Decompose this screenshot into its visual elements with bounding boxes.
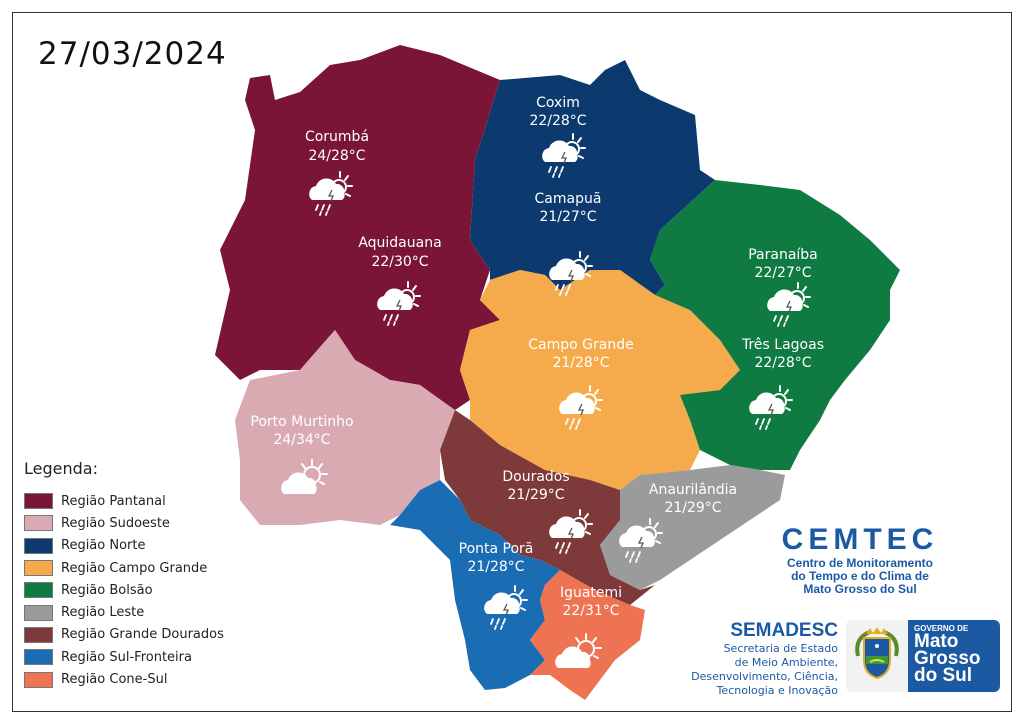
legend-swatch: [24, 560, 53, 577]
legend-label: Região Pantanal: [61, 493, 166, 509]
city-temp: 22/30°C: [371, 254, 428, 270]
city-temp: 24/28°C: [308, 148, 365, 164]
legend-swatch: [24, 582, 53, 599]
city-paranaiba: Paranaíba 22/27°C: [748, 247, 818, 327]
government-logo: GOVERNO DE Mato Grosso do Sul: [846, 620, 1000, 692]
city-name: Aquidauana: [358, 235, 441, 251]
cemtec-line: Mato Grosso do Sul: [803, 582, 917, 596]
legend-item-bolsao: Região Bolsão: [24, 579, 224, 601]
city-temp: 22/31°C: [562, 603, 619, 619]
city-porto-murtinho: Porto Murtinho 24/34°C: [250, 414, 354, 495]
region-sudoeste[interactable]: [235, 330, 455, 525]
city-name: Paranaíba: [748, 247, 818, 263]
region-campo-grande[interactable]: [460, 270, 740, 490]
legend-label: Região Leste: [61, 605, 145, 621]
legend-swatch: [24, 649, 53, 666]
city-name: Campo Grande: [528, 337, 633, 353]
city-ponta-pora: Ponta Porã 21/28°C: [459, 541, 534, 630]
city-temp: 22/28°C: [754, 355, 811, 371]
legend-item-sul-fronteira: Região Sul-Fronteira: [24, 646, 224, 668]
cemtec-line: do Tempo e do Clima de: [791, 569, 929, 583]
legend-item-pantanal: Região Pantanal: [24, 490, 224, 512]
city-name: Camapuã: [535, 191, 602, 207]
semadesc-line: Desenvolvimento, Ciência,: [691, 670, 838, 683]
semadesc-title: SEMADESC: [730, 620, 838, 641]
legend-item-grande-dourados: Região Grande Dourados: [24, 624, 224, 646]
city-campo-grande: Campo Grande 21/28°C: [528, 337, 634, 430]
region-bolsao[interactable]: [650, 180, 900, 470]
legend-swatch: [24, 626, 53, 643]
forecast-date: 27/03/2024: [38, 36, 227, 72]
legend-swatch: [24, 604, 53, 621]
city-name: Corumbá: [305, 129, 369, 145]
region-leste[interactable]: [600, 465, 785, 590]
city-temp: 22/27°C: [754, 265, 811, 281]
city-tres-lagoas: Três Lagoas 22/28°C: [741, 337, 824, 430]
legend-label: Região Cone-Sul: [61, 672, 168, 688]
city-aquidauana: Aquidauana 22/30°C: [358, 235, 442, 326]
city-camapua: Camapuã 21/27°C: [535, 191, 602, 296]
semadesc-logo: SEMADESC Secretaria de Estado de Meio Am…: [672, 620, 838, 698]
legend-label: Região Sudoeste: [61, 515, 170, 531]
legend-swatch: [24, 515, 53, 532]
region-norte[interactable]: [470, 60, 715, 295]
city-temp: 21/29°C: [507, 487, 564, 503]
legend-label: Região Campo Grande: [61, 560, 208, 576]
semadesc-line: Tecnologia e Inovação: [716, 684, 838, 697]
city-dourados: Dourados 21/29°C: [502, 469, 593, 554]
cemtec-line: Centro de Monitoramento: [787, 556, 933, 570]
legend-item-norte: Região Norte: [24, 535, 224, 557]
city-temp: 21/27°C: [539, 209, 596, 225]
legend-item-cone-sul: Região Cone-Sul: [24, 668, 224, 690]
government-name: Grosso: [914, 648, 981, 669]
legend-item-sudoeste: Região Sudoeste: [24, 512, 224, 534]
cemtec-title: CEMTEC: [781, 523, 939, 556]
city-name: Ponta Porã: [459, 541, 534, 557]
city-name: Coxim: [536, 95, 580, 111]
city-corumba: Corumbá 24/28°C: [305, 129, 369, 216]
city-temp: 21/28°C: [467, 559, 524, 575]
legend-item-campo-grande: Região Campo Grande: [24, 557, 224, 579]
semadesc-line: de Meio Ambiente,: [734, 656, 838, 669]
city-temp: 21/29°C: [664, 500, 721, 516]
legend-label: Região Norte: [61, 538, 146, 554]
legend-label: Região Grande Dourados: [61, 627, 224, 643]
city-coxim: Coxim 22/28°C: [529, 95, 587, 178]
legend-item-leste: Região Leste: [24, 601, 224, 623]
city-temp: 24/34°C: [273, 432, 330, 448]
semadesc-line: Secretaria de Estado: [723, 642, 838, 655]
government-name: Mato: [914, 631, 959, 652]
city-name: Anaurilândia: [649, 482, 737, 498]
region-pantanal[interactable]: [215, 45, 500, 410]
region-grande-dourados[interactable]: [440, 410, 655, 605]
cemtec-logo: CEMTEC Centro de Monitoramento do Tempo …: [770, 523, 950, 596]
city-temp: 22/28°C: [529, 113, 586, 129]
legend: Legenda: Região Pantanal Região Sudoeste…: [24, 459, 224, 691]
region-sul-fronteira[interactable]: [390, 480, 560, 690]
city-name: Dourados: [502, 469, 569, 485]
city-iguatemi: Iguatemi 22/31°C: [554, 585, 622, 669]
legend-label: Região Sul-Fronteira: [61, 649, 192, 665]
legend-swatch: [24, 537, 53, 554]
government-name: do Sul: [914, 665, 973, 686]
city-anaurilandia: Anaurilândia 21/29°C: [618, 482, 737, 563]
city-name: Porto Murtinho: [250, 414, 353, 430]
coat-of-arms-icon: [846, 620, 908, 692]
legend-title: Legenda:: [24, 459, 98, 478]
legend-swatch: [24, 671, 53, 688]
government-label: GOVERNO DE: [914, 624, 969, 633]
legend-swatch: [24, 493, 53, 510]
city-temp: 21/28°C: [552, 355, 609, 371]
legend-label: Região Bolsão: [61, 582, 153, 598]
city-name: Iguatemi: [560, 585, 622, 601]
city-name: Três Lagoas: [741, 337, 824, 353]
